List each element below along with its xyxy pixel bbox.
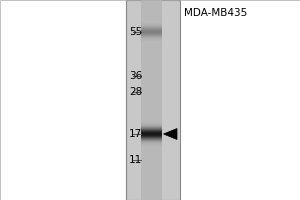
Text: 28: 28 (129, 87, 142, 97)
Bar (141, 32, 162, 33)
Bar (141, 143, 162, 144)
Polygon shape (164, 128, 177, 140)
Bar (141, 26, 162, 27)
Bar (141, 29, 162, 30)
Bar (141, 33, 162, 34)
Bar (141, 34, 162, 35)
Bar (141, 139, 162, 140)
Text: MDA-MB435: MDA-MB435 (184, 8, 248, 18)
Bar (141, 124, 162, 125)
Text: 36: 36 (129, 71, 142, 81)
Bar (141, 126, 162, 127)
Bar (141, 31, 162, 32)
Bar (141, 138, 162, 139)
Bar (141, 28, 162, 29)
Bar (141, 136, 162, 137)
Bar (141, 38, 162, 39)
Text: 55: 55 (129, 27, 142, 37)
Bar (141, 36, 162, 37)
Bar (141, 24, 162, 25)
Bar (141, 30, 162, 31)
Bar (126, 0, 180, 200)
Bar (141, 122, 162, 123)
Bar (141, 144, 162, 145)
Bar (141, 123, 162, 124)
Bar (141, 25, 162, 26)
Bar (141, 39, 162, 40)
Bar (141, 135, 162, 136)
Bar (141, 140, 162, 141)
Bar (141, 27, 162, 28)
Bar (141, 40, 162, 41)
Bar (141, 35, 162, 36)
Bar (141, 23, 162, 24)
Bar (141, 142, 162, 143)
Bar (141, 0, 162, 200)
Bar (141, 137, 162, 138)
Bar (141, 125, 162, 126)
Text: 11: 11 (129, 155, 142, 165)
Bar (141, 141, 162, 142)
Text: 17: 17 (129, 129, 142, 139)
Bar (141, 37, 162, 38)
Bar (141, 127, 162, 128)
